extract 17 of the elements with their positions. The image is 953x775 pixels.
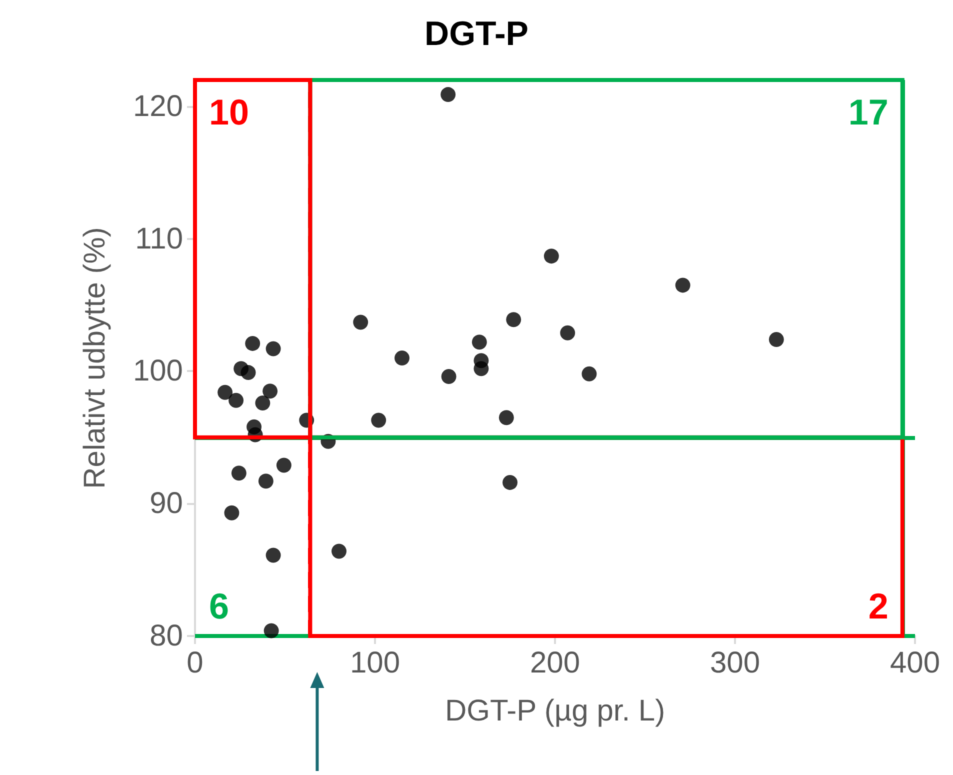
x-tick-label: 100 [350, 646, 400, 680]
annotation: 17 [848, 92, 888, 132]
annotation: 6 [209, 586, 230, 626]
y-tick-label: 110 [135, 222, 183, 256]
x-tick-label: 400 [890, 646, 940, 680]
x-tick-label: 200 [530, 646, 580, 680]
x-tick-label: 300 [710, 646, 760, 680]
annotation: 2 [868, 586, 888, 626]
x-axis-title: DGT-P (µg pr. L) [444, 694, 666, 728]
y-tick-label: 120 [132, 90, 183, 123]
annotation: 10 [209, 92, 250, 132]
chart-title: DGT-P [424, 15, 528, 53]
y-tick-label: 80 [150, 620, 183, 652]
y-tick-label: 100 [132, 354, 183, 388]
y-axis-title: Relativt udbytte (%) [78, 227, 112, 489]
y-tick-label: 90 [150, 487, 183, 520]
x-tick-label: 0 [186, 646, 204, 680]
